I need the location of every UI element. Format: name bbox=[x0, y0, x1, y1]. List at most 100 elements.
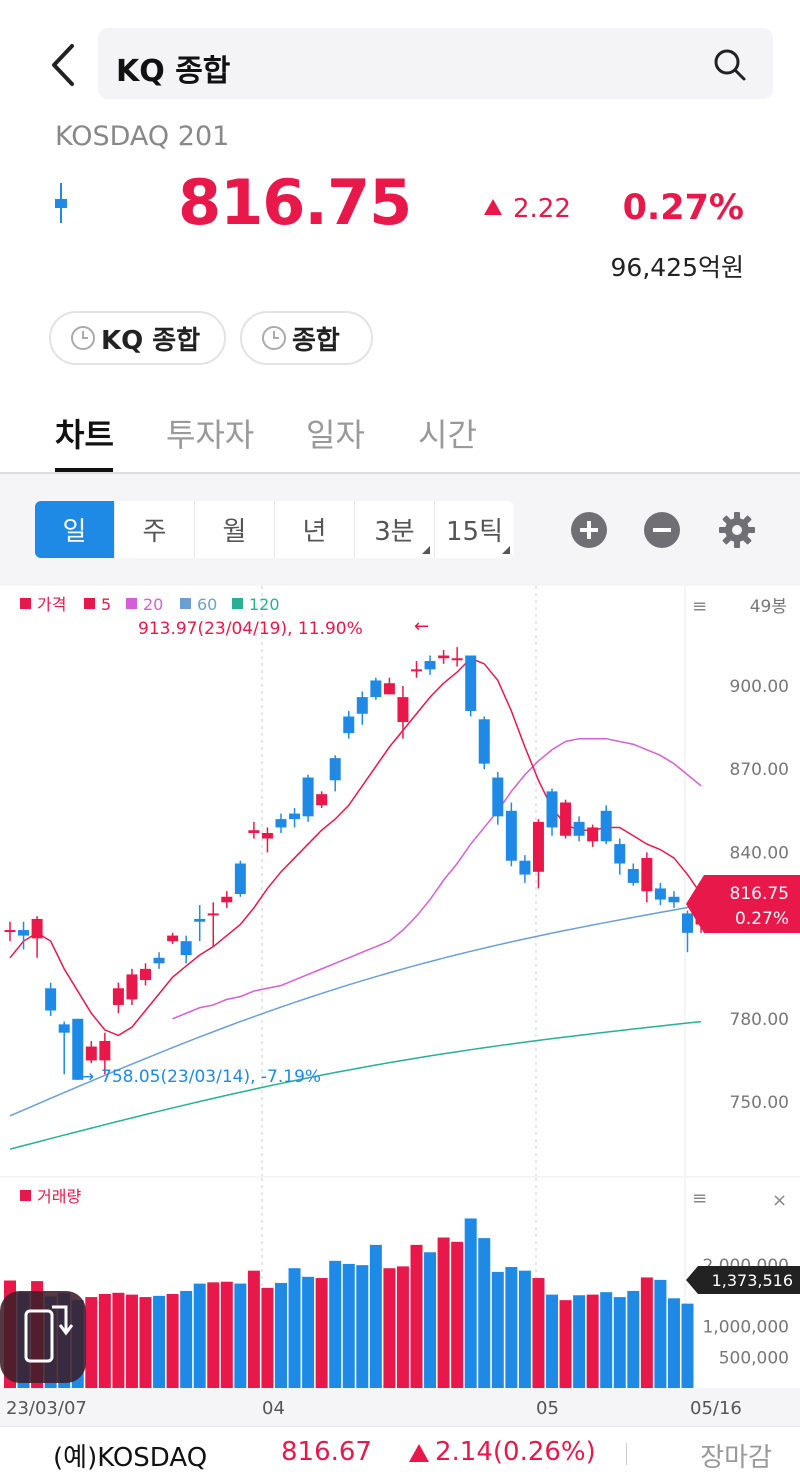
phone-rotate-icon bbox=[24, 1305, 74, 1363]
x-label-start: 23/03/07 bbox=[6, 1398, 87, 1419]
tab-daily[interactable]: 일자 bbox=[306, 416, 365, 454]
volume-bar bbox=[383, 1268, 396, 1388]
volume-bar bbox=[193, 1283, 206, 1388]
x-label-april: 04 bbox=[262, 1398, 285, 1419]
candle-body bbox=[207, 913, 219, 916]
candles bbox=[4, 647, 707, 1080]
volume-bar bbox=[329, 1260, 342, 1388]
search-bar[interactable]: KQ 종합 bbox=[98, 28, 773, 99]
clock-icon bbox=[262, 326, 286, 350]
volume-bar bbox=[627, 1290, 640, 1388]
volume-bar bbox=[207, 1282, 220, 1388]
search-input[interactable]: KQ 종합 bbox=[116, 54, 231, 89]
period-month-button[interactable]: 월 bbox=[195, 501, 275, 558]
chip-composite[interactable]: 종합 bbox=[240, 311, 373, 365]
volume-bar bbox=[180, 1290, 193, 1388]
volume-bar bbox=[424, 1252, 437, 1388]
tab-chart[interactable]: 차트 bbox=[55, 416, 114, 454]
candle-body bbox=[411, 669, 422, 672]
volume-bar bbox=[356, 1265, 369, 1388]
volume-bar bbox=[139, 1297, 152, 1388]
search-icon[interactable] bbox=[711, 46, 749, 84]
bottom-market-bar[interactable]: (예)KOSDAQ 816.67 2.14(0.26%) 장마감 bbox=[0, 1426, 800, 1479]
current-price-tag-value: 816.75 bbox=[730, 884, 789, 904]
menu-icon[interactable]: ≡ bbox=[692, 596, 707, 617]
price-tick-label: 780.00 bbox=[730, 1010, 789, 1030]
candle-body bbox=[234, 863, 246, 894]
candle-body bbox=[465, 655, 477, 711]
legend-price: 가격 bbox=[37, 595, 66, 614]
volume-bar bbox=[532, 1278, 545, 1388]
dropdown-corner-icon bbox=[502, 546, 510, 554]
candle-body bbox=[370, 680, 382, 698]
candle-body bbox=[560, 802, 572, 836]
price-tick-label: 870.00 bbox=[730, 760, 789, 780]
candle-body bbox=[4, 930, 16, 933]
volume-bar bbox=[153, 1295, 166, 1388]
zoom-out-icon[interactable] bbox=[643, 511, 681, 549]
period-year-button[interactable]: 년 bbox=[275, 501, 355, 558]
volume-tick-label: 500,000 bbox=[719, 1348, 789, 1368]
market-status: 장마감 bbox=[700, 1443, 772, 1473]
volume-bar bbox=[640, 1277, 653, 1388]
period-week-button[interactable]: 주 bbox=[115, 501, 195, 558]
chip-kq-composite[interactable]: KQ 종합 bbox=[49, 311, 226, 365]
volume-bar bbox=[220, 1281, 233, 1388]
mini-candle-icon bbox=[55, 183, 67, 223]
period-minute-button[interactable]: 3분 bbox=[355, 501, 435, 558]
candle-body bbox=[140, 968, 151, 980]
period-label: 15틱 bbox=[445, 517, 503, 547]
price-tick-label: 900.00 bbox=[730, 677, 789, 697]
period-tick-button[interactable]: 15틱 bbox=[435, 501, 514, 558]
legend-swatch-ma5 bbox=[84, 598, 95, 609]
candle-body bbox=[546, 791, 558, 828]
volume-bar bbox=[342, 1263, 355, 1388]
candlestick-chart[interactable]: 900.00870.00840.00780.00750.002,000,0001… bbox=[0, 586, 800, 1426]
rotate-screen-button[interactable] bbox=[0, 1291, 86, 1383]
volume-bar bbox=[315, 1278, 328, 1388]
candle-body bbox=[45, 988, 57, 1011]
candle-body bbox=[682, 913, 693, 933]
candle-body bbox=[329, 758, 341, 781]
volume-bar bbox=[369, 1244, 382, 1388]
period-day-button[interactable]: 일 bbox=[35, 501, 115, 558]
volume-tag-value: 1,373,516 bbox=[712, 1271, 793, 1290]
volume-bar bbox=[275, 1282, 287, 1388]
candle-body bbox=[668, 896, 680, 903]
ma120-line bbox=[9, 1020, 702, 1150]
arrow-right-icon: → bbox=[80, 1067, 94, 1087]
divider bbox=[626, 1443, 627, 1465]
candle-count: 49봉 bbox=[750, 597, 787, 617]
ma60-line bbox=[9, 904, 702, 1117]
candle-body bbox=[654, 888, 666, 900]
volume-bar bbox=[396, 1266, 409, 1388]
back-button[interactable] bbox=[40, 38, 90, 92]
candle-body bbox=[261, 832, 273, 839]
volume-tick-label: 1,000,000 bbox=[702, 1318, 789, 1338]
volume-menu-icon[interactable]: ≡ bbox=[692, 1188, 707, 1209]
volume-bar bbox=[247, 1270, 260, 1388]
volume-bar bbox=[166, 1294, 179, 1388]
index-subtitle: KOSDAQ 201 bbox=[55, 121, 230, 152]
legend-ma20: 20 bbox=[143, 595, 163, 614]
zoom-in-icon[interactable] bbox=[570, 511, 608, 549]
gear-icon[interactable] bbox=[718, 511, 756, 549]
candle-body bbox=[31, 918, 43, 939]
high-annotation: 913.97(23/04/19), 11.90% bbox=[138, 619, 363, 639]
volume-bar bbox=[112, 1292, 125, 1388]
candle-body bbox=[478, 719, 490, 764]
legend-swatch-price bbox=[20, 598, 31, 609]
legend-ma5: 5 bbox=[101, 595, 111, 614]
close-icon[interactable]: × bbox=[772, 1190, 787, 1211]
tab-investor[interactable]: 투자자 bbox=[166, 416, 255, 454]
low-annotation: 758.05(23/03/14), -7.19% bbox=[101, 1067, 321, 1087]
volume-bar bbox=[518, 1270, 531, 1388]
volume-bar bbox=[573, 1295, 586, 1388]
candle-body bbox=[627, 869, 639, 883]
candle-body bbox=[614, 844, 626, 864]
candle-body bbox=[112, 988, 124, 1005]
up-arrow-icon bbox=[484, 199, 502, 215]
current-price-tag-percent: 0.27% bbox=[735, 909, 789, 929]
candle-body bbox=[438, 655, 450, 659]
tab-time[interactable]: 시간 bbox=[418, 416, 477, 454]
